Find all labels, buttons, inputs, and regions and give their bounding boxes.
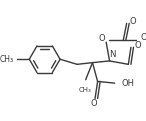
Text: O: O [140, 33, 146, 42]
Text: CH₃: CH₃ [78, 87, 91, 93]
Text: O: O [99, 34, 105, 43]
Text: OH: OH [121, 79, 134, 88]
Text: O: O [134, 41, 141, 50]
Text: N: N [109, 50, 115, 59]
Text: O: O [129, 17, 136, 26]
Text: CH₃: CH₃ [0, 55, 14, 64]
Text: O: O [90, 99, 97, 108]
